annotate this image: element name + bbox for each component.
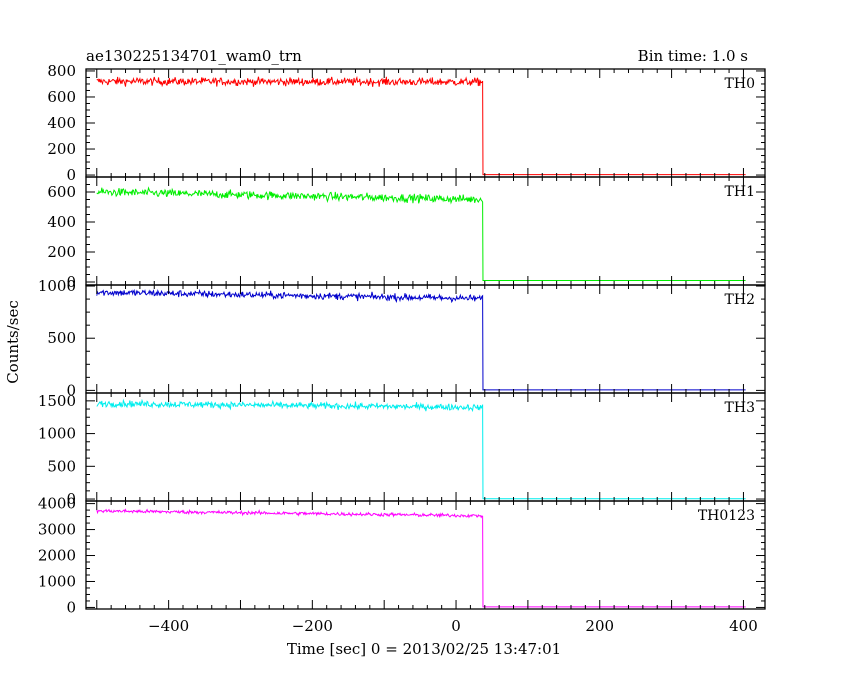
panel-frame	[85, 176, 766, 286]
y-tick-label: 200	[47, 243, 76, 261]
panel-label-th0123: TH0123	[698, 508, 755, 524]
panel-label-th2: TH2	[725, 292, 755, 308]
y-tick-label: 0	[66, 490, 76, 508]
panel-th2: 0 500 1000 TH2	[38, 277, 766, 399]
light-curve-th3	[96, 398, 746, 500]
y-tick-label: 0	[66, 273, 76, 291]
x-axis-title: Time [sec] 0 = 2013/02/25 13:47:01	[287, 640, 561, 658]
y-tick-label: 1000	[38, 572, 76, 590]
panel-label-th3: TH3	[725, 400, 755, 416]
y-tick-label: 1500	[38, 392, 76, 410]
y-tick-label: 500	[47, 329, 76, 347]
chart-title: ae130225134701_wam0_trn	[86, 47, 302, 65]
y-tick-label: 400	[47, 114, 76, 132]
x-tick-label: 400	[729, 617, 758, 635]
panel-frame	[85, 284, 766, 394]
bin-time-label: Bin time: 1.0 s	[638, 47, 748, 65]
y-tick-label: 400	[47, 213, 76, 231]
panel-th0123: 0 1000 2000 3000 4000 TH0123	[38, 495, 766, 616]
y-tick-label: 0	[66, 381, 76, 399]
light-curve-th0	[96, 75, 746, 176]
y-tick-label: 0	[66, 598, 76, 616]
panel-frame	[85, 500, 766, 610]
panel-th0: 0 200 400 600 800 TH0	[47, 62, 766, 184]
panel-th3: 0 500 1000 1500 TH3	[38, 392, 766, 508]
x-tick-label: −400	[148, 617, 189, 635]
light-curve-th1	[96, 186, 746, 281]
x-tick-label: 200	[585, 617, 614, 635]
x-tick-label: −200	[292, 617, 333, 635]
y-axis-title: Counts/sec	[4, 300, 22, 384]
panel-th1: 0 200 400 600 TH1	[47, 176, 766, 291]
light-curve-th0123	[96, 508, 746, 608]
y-tick-label: 800	[47, 62, 76, 80]
y-tick-label: 3000	[38, 521, 76, 539]
panels-group: 0 200 400 600 800 TH0 0 200 400 600 TH1 0 500 1000 TH2…	[38, 62, 766, 616]
panel-label-th1: TH1	[725, 184, 755, 200]
y-tick-label: 4000	[38, 495, 76, 513]
y-tick-label: 200	[47, 140, 76, 158]
y-tick-label: 2000	[38, 547, 76, 565]
y-tick-label: 500	[47, 457, 76, 475]
y-tick-label: 600	[47, 88, 76, 106]
x-tick-label: 0	[451, 617, 461, 635]
y-tick-label: 1000	[38, 425, 76, 443]
y-tick-label: 600	[47, 183, 76, 201]
y-tick-label: 0	[66, 166, 76, 184]
panel-label-th0: TH0	[725, 76, 755, 92]
y-tick-label: 1000	[38, 277, 76, 295]
x-axis: −400 −200 0 200 400	[148, 617, 758, 635]
light-curve-th2	[96, 288, 746, 391]
panel-frame	[85, 68, 766, 178]
